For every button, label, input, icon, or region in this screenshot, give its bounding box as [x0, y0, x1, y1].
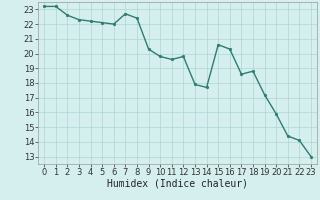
X-axis label: Humidex (Indice chaleur): Humidex (Indice chaleur)	[107, 179, 248, 189]
